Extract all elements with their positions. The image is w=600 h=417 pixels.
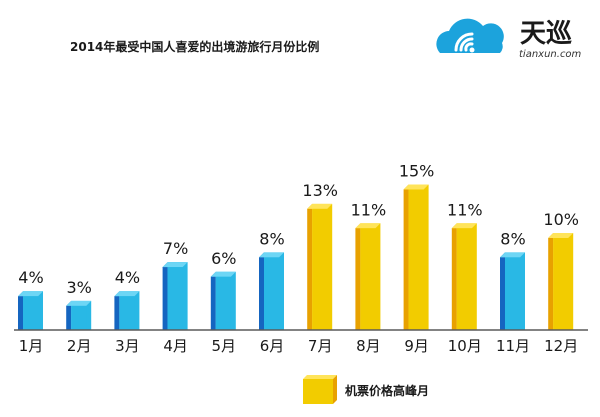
bar-face-inner <box>215 276 231 330</box>
cloud-wifi-icon <box>436 18 504 53</box>
bar-10 <box>451 223 477 330</box>
bar-top <box>307 203 333 209</box>
category-label: 7月 <box>308 337 333 355</box>
bar-4 <box>162 262 188 330</box>
category-label: 6月 <box>260 337 285 355</box>
bars: 4% 1月 3% 2月 4% 3月 7% 4月 6% 5月 8% 6月 13% 7月 11% 8月 15% 9月 1… <box>18 162 579 355</box>
category-label: 1月 <box>19 337 44 355</box>
bar-value-label: 4% <box>115 268 140 287</box>
bar-top <box>210 271 236 277</box>
bar-value-label: 10% <box>543 210 579 229</box>
bar-8 <box>355 223 381 330</box>
bar-top <box>403 184 429 190</box>
bar-value-label: 7% <box>163 239 188 258</box>
bar-face-inner <box>360 228 376 330</box>
bar-side <box>259 252 264 330</box>
category-label: 4月 <box>163 337 188 355</box>
bar-face-inner <box>408 189 424 330</box>
bar-12 <box>548 233 574 330</box>
legend-label: 机票价格高峰月 <box>345 383 429 398</box>
bar-top <box>66 300 92 306</box>
bar-value-label: 11% <box>351 200 387 219</box>
category-label: 10月 <box>448 337 482 355</box>
bar-5 <box>210 271 236 330</box>
bar-value-label: 8% <box>500 229 525 248</box>
bar-7 <box>307 203 333 330</box>
category-label: 5月 <box>212 337 237 355</box>
bar-value-label: 8% <box>259 229 284 248</box>
bar-value-label: 3% <box>67 278 92 297</box>
bar-face-inner <box>312 208 328 330</box>
bar-face-inner <box>456 228 472 330</box>
category-label: 3月 <box>115 337 140 355</box>
bar-face-inner <box>505 257 520 330</box>
logo-name: 天巡 <box>520 19 572 49</box>
bar-3 <box>114 291 140 330</box>
bar-top <box>548 233 574 238</box>
bar-6 <box>259 252 284 330</box>
category-label: 11月 <box>496 337 530 355</box>
bar-9 <box>403 184 429 330</box>
bar-value-label: 13% <box>302 181 338 200</box>
bar-side <box>500 252 505 330</box>
bar-side <box>210 271 216 330</box>
tianxun-logo: 天巡 tianxun.com <box>436 18 582 60</box>
bar-side <box>548 233 554 330</box>
bar-top <box>114 291 140 297</box>
bar-side <box>18 291 23 330</box>
bar-face-inner <box>23 296 38 330</box>
bar-face-inner <box>553 238 569 330</box>
bar-value-label: 6% <box>211 249 236 268</box>
legend: 机票价格高峰月 <box>303 375 429 404</box>
bar-face-inner <box>119 296 135 330</box>
bar-side <box>114 291 120 330</box>
bar-value-label: 4% <box>18 268 43 287</box>
bar-side <box>162 262 168 330</box>
chart-title: 2014年最受中国人喜爱的出境游旅行月份比例 <box>70 39 319 54</box>
logo-domain: tianxun.com <box>519 49 582 60</box>
bar-value-label: 11% <box>447 200 483 219</box>
bar-face-inner <box>167 267 183 330</box>
bar-top <box>18 291 43 297</box>
bar-top <box>259 252 284 258</box>
category-label: 8月 <box>356 337 381 355</box>
bar-top <box>500 252 525 258</box>
bar-side <box>307 203 313 330</box>
bar-2 <box>66 300 92 330</box>
bar-1 <box>18 291 43 330</box>
category-label: 12月 <box>544 337 578 355</box>
bar-face-inner <box>71 305 87 330</box>
bar-face-inner <box>264 257 279 330</box>
bar-side <box>355 223 361 330</box>
bar-top <box>162 262 188 268</box>
bar-top <box>451 223 477 229</box>
category-label: 2月 <box>67 337 92 355</box>
legend-swatch <box>303 375 337 404</box>
bar-top <box>355 223 381 229</box>
bar-side <box>66 300 72 330</box>
bar-11 <box>500 252 525 330</box>
category-label: 9月 <box>404 337 429 355</box>
bar-side <box>451 223 457 330</box>
bar-side <box>403 184 409 330</box>
bar-value-label: 15% <box>399 162 435 181</box>
